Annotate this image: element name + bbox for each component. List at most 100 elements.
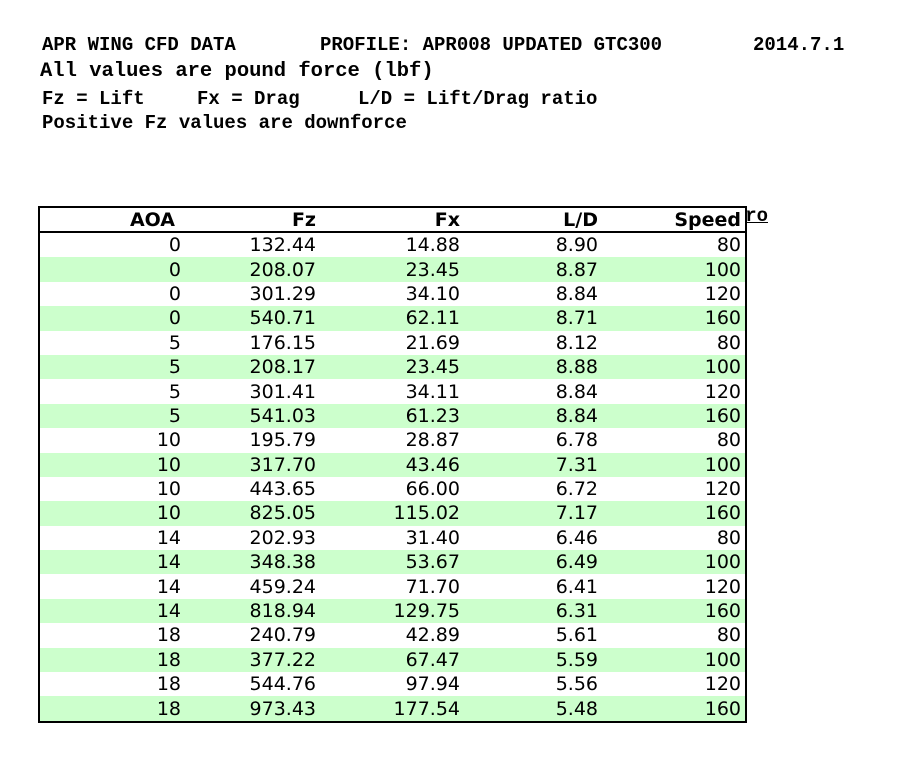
cell-ld: 8.88 <box>555 356 598 379</box>
table-row: 14 202.93 31.40 6.46 80 <box>40 526 745 550</box>
cell-aoa: 0 <box>168 307 181 330</box>
table-row: 0 540.71 62.11 8.71 160 <box>40 306 745 331</box>
table-row: 5 208.17 23.45 8.88 100 <box>40 354 745 380</box>
legend-line: Fz = Lift Fx = Drag L/D = Lift/Drag rati… <box>0 90 910 185</box>
table-row: 18 973.43 177.54 5.48 160 <box>40 696 745 721</box>
cell-aoa: 5 <box>168 356 181 379</box>
cell-fx: 129.75 <box>393 600 460 623</box>
cell-fz: 202.93 <box>249 526 316 549</box>
cell-aoa: 18 <box>156 648 181 671</box>
cell-fx: 61.23 <box>405 404 460 427</box>
cell-fx: 34.11 <box>405 380 460 403</box>
cell-speed: 100 <box>704 258 741 281</box>
cell-speed: 160 <box>704 404 741 427</box>
legend-fz: Fz = Lift <box>42 88 145 110</box>
cell-speed: 80 <box>716 429 741 452</box>
cell-ld: 7.31 <box>555 453 598 476</box>
cell-speed: 160 <box>704 307 741 330</box>
table-row: 0 208.07 23.45 8.87 100 <box>40 257 745 282</box>
cell-aoa: 0 <box>168 282 181 305</box>
cell-speed: 120 <box>704 673 741 696</box>
cell-speed: 160 <box>704 502 741 525</box>
cell-aoa: 0 <box>168 234 181 257</box>
cell-fx: 28.87 <box>405 429 460 452</box>
cfd-results-table: AOA Fz Fx L/D Speed 0 132.44 14.88 8.90 … <box>38 206 747 723</box>
cell-fz: 301.41 <box>249 380 316 403</box>
table-row: 10 443.65 66.00 6.72 120 <box>40 477 745 501</box>
table-row: 14 818.94 129.75 6.31 160 <box>40 598 745 624</box>
cell-fx: 14.88 <box>405 234 460 257</box>
cell-aoa: 14 <box>156 551 181 574</box>
cell-ld: 8.90 <box>555 234 598 257</box>
cell-fz: 348.38 <box>249 551 316 574</box>
cell-fx: 23.45 <box>405 258 460 281</box>
table-row: 5 301.41 34.11 8.84 120 <box>40 379 745 403</box>
cell-aoa: 5 <box>168 331 181 354</box>
cell-fz: 208.17 <box>249 356 316 379</box>
table-row: 14 459.24 71.70 6.41 120 <box>40 574 745 598</box>
cell-fx: 97.94 <box>405 673 460 696</box>
cell-ld: 6.31 <box>555 600 598 623</box>
cell-fz: 195.79 <box>249 429 316 452</box>
cell-fx: 42.89 <box>405 624 460 647</box>
cell-fz: 825.05 <box>249 502 316 525</box>
column-header-speed: Speed <box>674 208 741 231</box>
cell-aoa: 0 <box>168 258 181 281</box>
cell-speed: 100 <box>704 453 741 476</box>
profile-label: PROFILE: APR008 UPDATED GTC300 <box>320 34 663 56</box>
cell-speed: 100 <box>704 551 741 574</box>
cell-fx: 115.02 <box>393 502 460 525</box>
cell-fz: 540.71 <box>249 307 316 330</box>
header-line-1: APR WING CFD DATA PROFILE: APR008 UPDATE… <box>0 36 910 131</box>
cell-fz: 459.24 <box>249 575 316 598</box>
table-row: 10 317.70 43.46 7.31 100 <box>40 452 745 477</box>
cell-ld: 8.71 <box>555 307 598 330</box>
column-header-aoa: AOA <box>129 208 175 231</box>
cell-fz: 541.03 <box>249 404 316 427</box>
cell-ld: 5.59 <box>555 648 598 671</box>
legend-ld: L/D = Lift/Drag ratio <box>358 88 598 110</box>
table-header-row: AOA Fz Fx L/D Speed <box>40 208 745 233</box>
table-row: 18 544.76 97.94 5.56 120 <box>40 672 745 696</box>
table-row: 10 825.05 115.02 7.17 160 <box>40 501 745 526</box>
cell-fx: 31.40 <box>405 526 460 549</box>
cell-speed: 80 <box>716 624 741 647</box>
cell-speed: 80 <box>716 331 741 354</box>
cell-ld: 6.72 <box>555 478 598 501</box>
cell-ld: 8.84 <box>555 404 598 427</box>
cell-aoa: 10 <box>156 429 181 452</box>
cell-aoa: 18 <box>156 624 181 647</box>
cell-fz: 544.76 <box>249 673 316 696</box>
cell-fx: 43.46 <box>405 453 460 476</box>
cell-fz: 818.94 <box>249 600 316 623</box>
version-date: 2014.7.1 <box>753 34 845 56</box>
cell-speed: 100 <box>704 356 741 379</box>
cell-fz: 443.65 <box>249 478 316 501</box>
cell-fx: 71.70 <box>405 575 460 598</box>
cell-fx: 21.69 <box>405 331 460 354</box>
cell-fx: 34.10 <box>405 282 460 305</box>
cell-ld: 8.84 <box>555 380 598 403</box>
cell-speed: 120 <box>704 575 741 598</box>
table-row: 0 301.29 34.10 8.84 120 <box>40 282 745 306</box>
cell-ld: 5.56 <box>555 673 598 696</box>
cell-ld: 6.41 <box>555 575 598 598</box>
cell-ld: 8.87 <box>555 258 598 281</box>
cell-fz: 301.29 <box>249 282 316 305</box>
cell-aoa: 10 <box>156 502 181 525</box>
table-row: 18 240.79 42.89 5.61 80 <box>40 623 745 647</box>
cell-ld: 6.46 <box>555 526 598 549</box>
cell-fz: 208.07 <box>249 258 316 281</box>
cell-fx: 53.67 <box>405 551 460 574</box>
cell-fz: 317.70 <box>249 453 316 476</box>
cell-fz: 973.43 <box>249 697 316 720</box>
table-row: 5 541.03 61.23 8.84 160 <box>40 403 745 429</box>
doc-title: APR WING CFD DATA <box>42 34 236 56</box>
cell-speed: 120 <box>704 380 741 403</box>
cell-fz: 377.22 <box>249 648 316 671</box>
cell-aoa: 14 <box>156 600 181 623</box>
column-header-fz: Fz <box>291 208 316 231</box>
cell-aoa: 5 <box>168 404 181 427</box>
cell-speed: 120 <box>704 282 741 305</box>
cell-fx: 177.54 <box>393 697 460 720</box>
